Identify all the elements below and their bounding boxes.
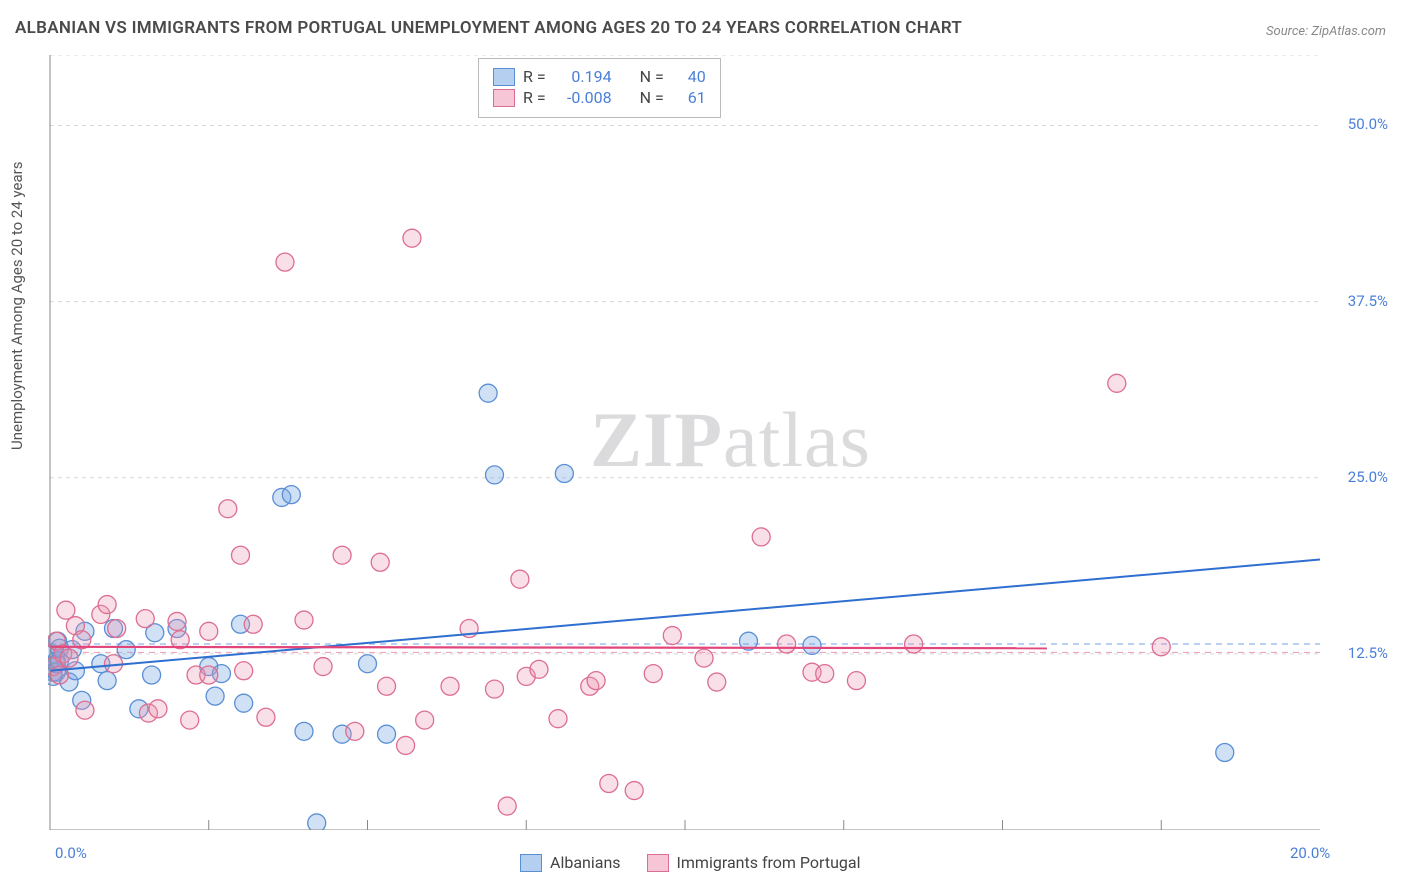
scatter-plot <box>48 55 1328 830</box>
stats-row: R = 0.194 N = 40 <box>493 67 706 86</box>
stat-r-label: R = <box>523 67 546 86</box>
legend-swatch <box>520 854 542 872</box>
x-tick-label: 20.0% <box>1290 844 1330 862</box>
stat-n-value: 61 <box>672 88 706 107</box>
legend-item: Immigrants from Portugal <box>647 853 861 872</box>
y-tick-label: 25.0% <box>1348 468 1388 486</box>
stats-row: R = -0.008 N = 61 <box>493 88 706 107</box>
bottom-legend: Albanians Immigrants from Portugal <box>520 853 860 872</box>
legend-swatch <box>647 854 669 872</box>
source-attribution: Source: ZipAtlas.com <box>1266 24 1386 39</box>
legend-label: Immigrants from Portugal <box>677 853 861 872</box>
stat-r-value: 0.194 <box>554 67 612 86</box>
legend-swatch <box>493 68 515 86</box>
legend-label: Albanians <box>550 853 621 872</box>
y-tick-label: 50.0% <box>1348 115 1388 133</box>
y-axis-label: Unemployment Among Ages 20 to 24 years <box>8 162 26 450</box>
stat-n-label: N = <box>640 67 664 86</box>
y-tick-label: 12.5% <box>1348 644 1388 662</box>
stat-n-label: N = <box>640 88 664 107</box>
correlation-stats-box: R = 0.194 N = 40 R = -0.008 N = 61 <box>478 58 721 118</box>
legend-item: Albanians <box>520 853 621 872</box>
legend-swatch <box>493 89 515 107</box>
chart-title: ALBANIAN VS IMMIGRANTS FROM PORTUGAL UNE… <box>15 18 962 38</box>
stat-r-label: R = <box>523 88 546 107</box>
y-tick-label: 37.5% <box>1348 292 1388 310</box>
x-tick-label: 0.0% <box>55 844 87 862</box>
stat-r-value: -0.008 <box>554 88 612 107</box>
chart-area: R =0.194N =40R =-0.008N =61 12.5%25.0%37… <box>48 55 1328 830</box>
stat-n-value: 40 <box>672 67 706 86</box>
